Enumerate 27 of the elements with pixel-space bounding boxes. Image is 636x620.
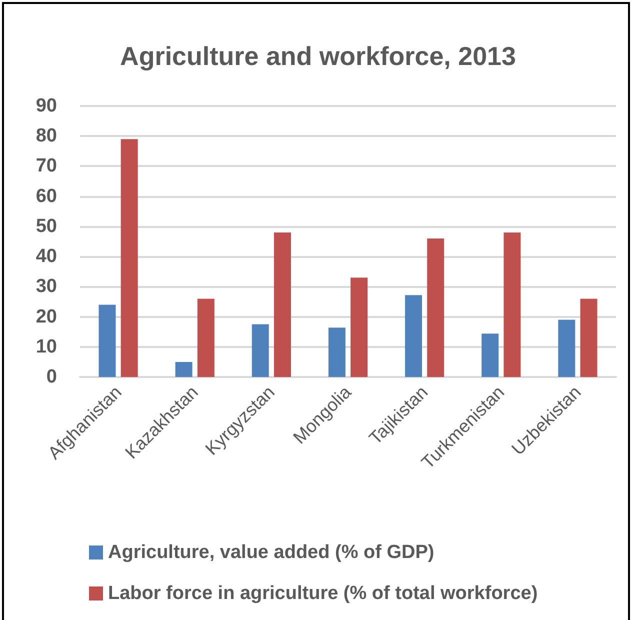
bar <box>175 362 192 377</box>
bar <box>504 232 521 377</box>
bar <box>427 238 444 377</box>
y-tick-label: 80 <box>36 126 57 147</box>
bar <box>120 139 138 377</box>
legend-label: Labor force in agriculture (% of total workforce) <box>108 583 538 604</box>
y-tick-label: 40 <box>36 246 57 268</box>
bar <box>252 324 269 377</box>
bar <box>558 320 576 377</box>
bar <box>197 298 214 377</box>
y-tick-label: 20 <box>36 306 57 328</box>
y-tick-label: 70 <box>36 156 57 177</box>
bar <box>274 232 291 377</box>
bar <box>405 295 422 377</box>
y-tick-label: 90 <box>36 96 57 116</box>
y-tick-label: 0 <box>46 366 57 388</box>
legend-label: Agriculture, value added (% of GDP) <box>108 542 434 563</box>
y-tick-label: 50 <box>36 216 57 237</box>
chart-title: Agriculture and workforce, 2013 <box>120 41 516 71</box>
bar <box>350 278 368 377</box>
bar <box>98 304 116 377</box>
bar <box>328 328 346 377</box>
y-tick-label: 30 <box>36 276 57 298</box>
bar <box>580 298 598 377</box>
bar <box>482 334 499 377</box>
y-tick-label: 10 <box>36 336 57 358</box>
y-tick-label: 60 <box>36 186 57 207</box>
